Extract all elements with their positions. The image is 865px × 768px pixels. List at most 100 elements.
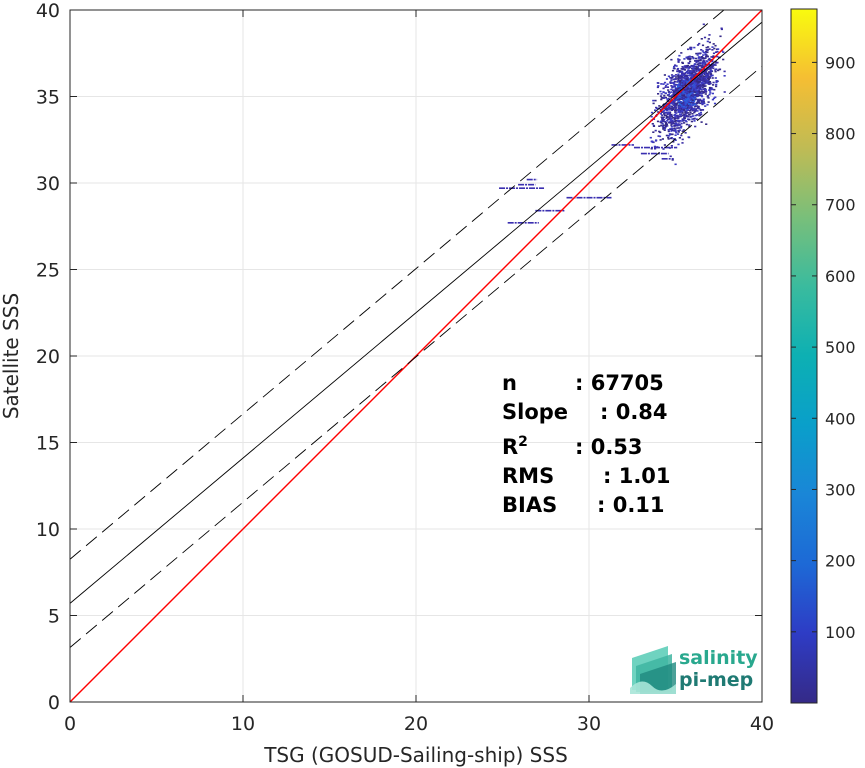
density-cell — [703, 60, 706, 63]
density-cell — [695, 77, 698, 80]
density-cell — [680, 109, 684, 112]
density-cell — [657, 85, 660, 87]
density-cell — [701, 86, 704, 88]
density-cell — [696, 67, 699, 69]
density-cell — [677, 127, 680, 129]
density-cell — [687, 69, 690, 71]
density-cell — [666, 107, 669, 109]
density-cell — [691, 96, 694, 98]
density-cell — [711, 77, 714, 79]
density-cell — [689, 115, 692, 118]
density-cell — [704, 79, 707, 81]
density-cell — [693, 46, 696, 49]
density-cell — [673, 127, 676, 129]
density-cell — [673, 104, 676, 106]
density-cell — [707, 82, 710, 85]
density-cell — [704, 69, 707, 72]
density-cell — [692, 68, 695, 70]
density-cell — [703, 76, 706, 78]
density-cell — [695, 79, 698, 82]
density-cell — [696, 44, 700, 46]
density-cell — [681, 94, 684, 97]
density-cell — [680, 93, 683, 95]
density-cell — [678, 137, 681, 139]
density-cell — [676, 133, 680, 135]
density-cell — [693, 87, 696, 90]
density-cell — [670, 85, 673, 87]
density-cell — [671, 69, 675, 72]
density-cell — [676, 91, 679, 94]
density-cell — [667, 108, 670, 111]
density-cell — [684, 87, 687, 90]
density-cell — [691, 103, 694, 106]
density-cell — [697, 59, 701, 61]
density-cell — [690, 85, 693, 87]
density-cell — [694, 81, 697, 83]
density-cell — [687, 86, 690, 88]
density-cell — [652, 125, 656, 127]
density-cell — [671, 159, 674, 161]
density-cell — [689, 84, 693, 86]
density-cell — [672, 106, 675, 109]
density-cell — [686, 64, 689, 67]
density-cell — [672, 103, 675, 105]
density-cell — [685, 56, 689, 59]
density-cell — [709, 82, 712, 85]
density-cell — [676, 125, 679, 127]
density-cell — [694, 98, 697, 100]
density-cell — [684, 84, 687, 86]
density-cell — [670, 96, 673, 98]
y-tick-label: 10 — [36, 519, 60, 541]
density-cell — [680, 103, 683, 106]
density-cell — [688, 58, 691, 60]
density-cell — [708, 89, 711, 91]
density-cell — [663, 144, 666, 146]
density-cell — [689, 78, 692, 80]
x-tick-label: 30 — [577, 713, 601, 735]
density-cell — [682, 97, 685, 99]
density-cell — [702, 98, 705, 100]
density-cell — [690, 46, 693, 49]
regression-lines — [70, 10, 762, 702]
density-cell — [689, 87, 692, 90]
logo-text-pimep: pi-mep — [679, 669, 753, 691]
density-cell — [688, 85, 691, 87]
density-cell — [671, 122, 674, 124]
density-cell — [680, 105, 683, 108]
density-cell — [706, 48, 709, 51]
density-cell — [708, 64, 712, 66]
density-cell — [681, 98, 684, 101]
stat-value-n: : 67705 — [575, 371, 664, 395]
density-cell — [684, 106, 687, 109]
density-cell — [655, 139, 658, 141]
density-cell — [697, 66, 700, 68]
y-tick-label: 0 — [48, 692, 60, 714]
density-cell — [652, 131, 655, 133]
density-cell — [707, 68, 710, 70]
density-cell — [671, 94, 674, 97]
y-tick-label: 35 — [36, 87, 60, 109]
density-cell — [692, 118, 695, 120]
density-cell — [686, 92, 689, 95]
density-cell — [670, 58, 673, 61]
density-cell — [697, 88, 700, 90]
density-cell — [683, 109, 686, 111]
density-cell — [678, 129, 681, 131]
density-cell — [675, 89, 678, 92]
density-cell — [664, 107, 667, 109]
density-cell — [702, 51, 705, 54]
density-cell — [675, 98, 678, 100]
density-cell — [693, 67, 697, 70]
density-cell — [684, 65, 687, 67]
density-cell — [674, 92, 677, 95]
density-cell — [669, 117, 673, 120]
density-cell — [722, 58, 725, 61]
density-cell — [705, 46, 708, 49]
line-1-1 — [70, 10, 762, 702]
density-cell — [677, 79, 680, 81]
density-cell — [696, 63, 699, 65]
density-cell — [694, 94, 697, 96]
density-cell — [674, 84, 677, 86]
density-cell — [675, 131, 678, 134]
density-cell — [676, 98, 680, 101]
